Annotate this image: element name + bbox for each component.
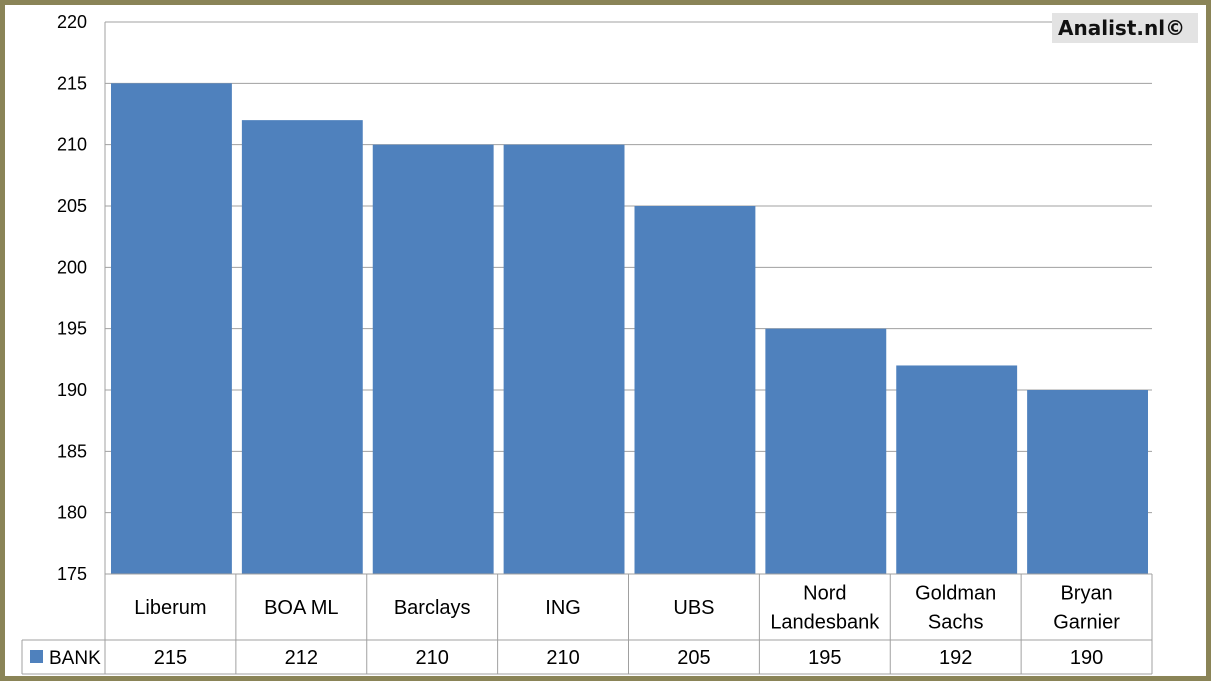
x-tick-label: BOA ML [264, 597, 338, 619]
y-tick-label: 210 [57, 135, 87, 155]
y-tick-label: 185 [57, 441, 87, 461]
x-tick-label: Bryan [1060, 583, 1112, 605]
data-label: 210 [416, 647, 449, 669]
data-label: 212 [285, 647, 318, 669]
legend-swatch [30, 650, 43, 663]
x-tick-label: Liberum [134, 597, 206, 619]
y-tick-label: 175 [57, 564, 87, 584]
bar [241, 120, 363, 574]
y-tick-label: 200 [57, 257, 87, 277]
y-tick-label: 180 [57, 503, 87, 523]
bar [896, 365, 1018, 574]
bar [372, 144, 494, 574]
legend-label: BANK [49, 648, 101, 669]
x-tick-label: Landesbank [770, 612, 880, 634]
y-tick-label: 195 [57, 319, 87, 339]
bar [634, 206, 756, 574]
data-label: 205 [677, 647, 710, 669]
x-tick-label: ING [545, 597, 581, 619]
x-tick-label: Sachs [928, 612, 984, 634]
data-label: 190 [1070, 647, 1103, 669]
data-label: 210 [546, 647, 579, 669]
y-tick-label: 215 [57, 73, 87, 93]
watermark: Analist.nl© [1052, 13, 1198, 43]
bar [765, 328, 887, 574]
data-label: 215 [154, 647, 187, 669]
x-tick-label: Nord [803, 583, 846, 605]
y-tick-label: 190 [57, 380, 87, 400]
x-tick-label: Garnier [1053, 612, 1120, 634]
bar [503, 144, 625, 574]
y-tick-label: 205 [57, 196, 87, 216]
data-label: 195 [808, 647, 841, 669]
bar [111, 83, 232, 574]
x-tick-label: UBS [673, 597, 714, 619]
x-tick-label: Barclays [394, 597, 471, 619]
x-tick-label: Goldman [915, 583, 996, 605]
data-label: 192 [939, 647, 972, 669]
y-tick-label: 220 [57, 12, 87, 32]
bar [1027, 390, 1148, 574]
